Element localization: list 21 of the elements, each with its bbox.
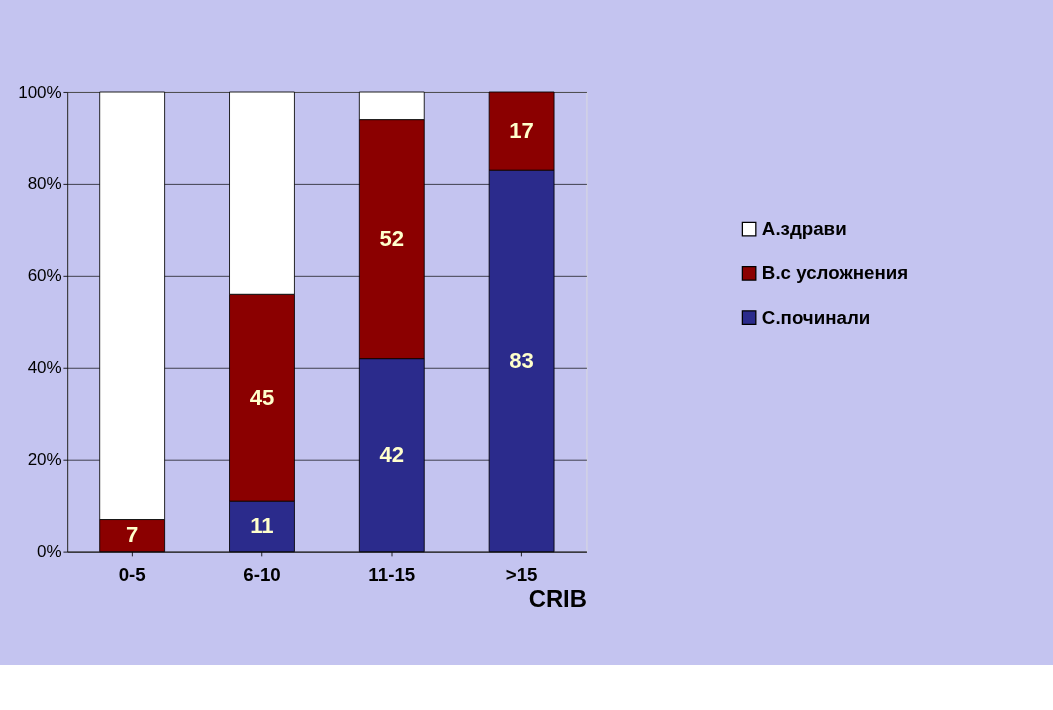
y-tick-label: 20% [27,450,62,470]
y-tick-label: 100% [18,82,62,102]
data-label: 42 [379,441,405,467]
legend-label: А.здрави [761,218,847,240]
y-tick-label: 0% [37,542,62,562]
x-tick-label: >15 [505,564,538,586]
legend-label: В.с усложнения [761,262,909,284]
x-tick-label: 0-5 [118,564,146,586]
data-label: 7 [126,522,139,548]
data-label: 83 [509,347,534,373]
x-tick-label: 6-10 [243,564,281,586]
data-label: 52 [379,225,405,251]
x-axis-title: CRIB [528,584,587,612]
legend-label: С.починали [761,306,871,328]
x-tick-label: 11-15 [368,564,416,586]
data-label: 45 [249,384,275,410]
y-tick-label: 80% [27,174,62,194]
data-label: 11 [250,513,274,539]
y-tick-label: 60% [27,266,62,286]
y-tick-label: 40% [27,358,62,378]
data-label: 17 [509,117,534,143]
